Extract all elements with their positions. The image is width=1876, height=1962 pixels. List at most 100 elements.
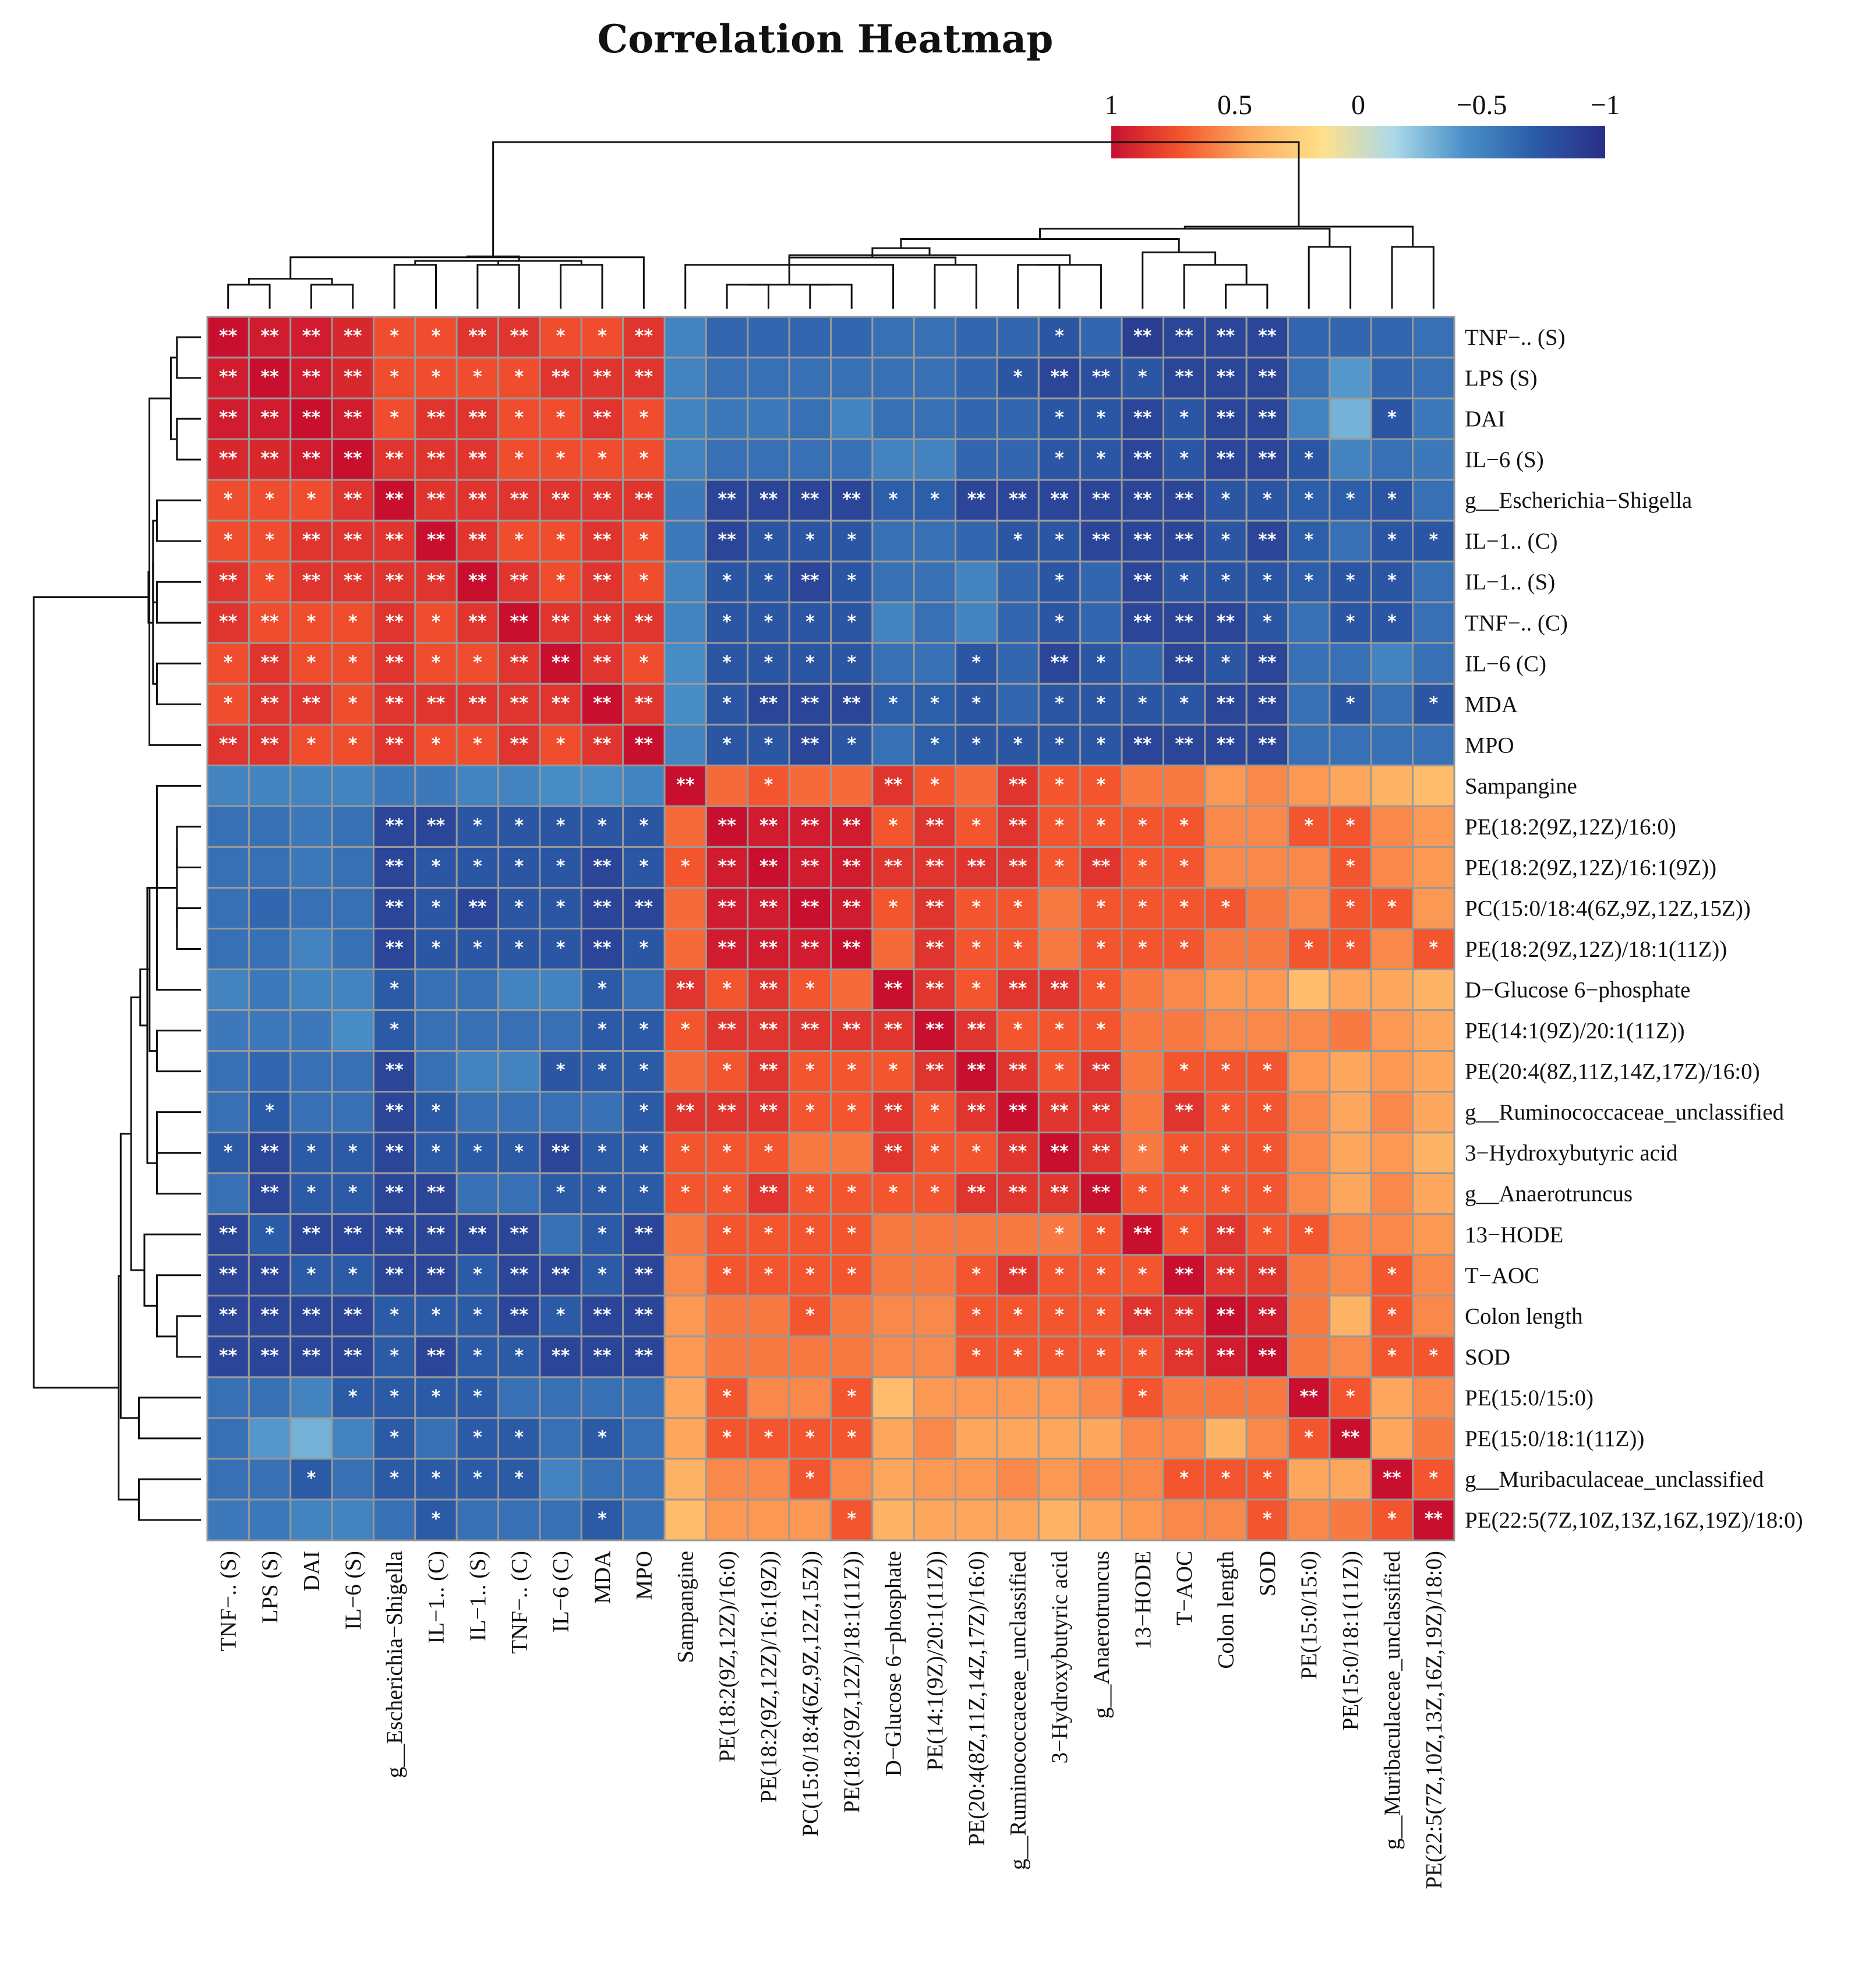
heatmap-cell [1204, 1009, 1248, 1052]
heatmap-cell [1204, 1376, 1248, 1419]
significance-marker: * [722, 571, 732, 591]
heatmap-cell [1370, 1132, 1414, 1175]
significance-marker: ** [925, 815, 944, 836]
significance-marker: * [348, 1264, 358, 1285]
significance-marker: ** [468, 1224, 487, 1244]
heatmap-cell [206, 1254, 250, 1297]
significance-marker: ** [842, 897, 861, 917]
significance-marker: * [1013, 530, 1023, 550]
significance-marker: * [1346, 571, 1355, 591]
significance-marker: * [1179, 408, 1189, 428]
significance-marker: ** [842, 815, 861, 836]
significance-marker: ** [344, 367, 362, 387]
heatmap-cell [1287, 846, 1331, 889]
row-dendrogram-link [176, 825, 201, 868]
significance-marker: * [556, 1305, 566, 1325]
heatmap-cell [996, 1376, 1040, 1419]
heatmap-cell [830, 1295, 874, 1338]
heatmap-cell [497, 397, 541, 440]
heatmap-cell [1121, 1498, 1164, 1542]
significance-marker: * [473, 1468, 482, 1489]
significance-marker: * [1138, 815, 1147, 836]
significance-marker: * [639, 1060, 648, 1081]
significance-marker: * [556, 938, 566, 959]
significance-marker: ** [385, 734, 404, 754]
heatmap-cell [331, 805, 375, 848]
significance-marker: * [764, 1142, 773, 1162]
heatmap-cell [1121, 1335, 1164, 1378]
significance-marker: * [764, 571, 773, 591]
heatmap-cell [1245, 1009, 1289, 1052]
heatmap-cell [1037, 438, 1082, 481]
significance-marker: ** [718, 489, 736, 510]
heatmap-cell [372, 723, 416, 766]
heatmap-cell [206, 764, 250, 807]
heatmap-cell [1245, 1417, 1289, 1460]
heatmap-cell [414, 519, 458, 563]
heatmap-cell [913, 1050, 957, 1093]
significance-marker: * [1263, 1509, 1272, 1529]
row-label: g__Anaerotruncus [1465, 1182, 1633, 1207]
heatmap-cell [1287, 1254, 1331, 1297]
significance-marker: * [598, 1427, 607, 1448]
heatmap-cell [331, 560, 375, 603]
heatmap-cell [913, 642, 957, 685]
heatmap-cell [1287, 886, 1331, 930]
heatmap-cell [622, 1376, 666, 1419]
significance-marker: ** [718, 1020, 736, 1040]
heatmap-cell [455, 683, 500, 726]
significance-marker: ** [302, 408, 321, 428]
significance-marker: ** [759, 979, 778, 999]
significance-marker: * [307, 734, 316, 754]
row-label: MPO [1465, 733, 1514, 758]
significance-marker: ** [635, 1346, 653, 1366]
row-label: DAI [1465, 406, 1505, 432]
significance-marker: ** [302, 693, 321, 713]
significance-marker: ** [801, 938, 819, 959]
heatmap-cell [414, 560, 458, 603]
heatmap-cell [955, 397, 998, 440]
significance-marker: ** [427, 1183, 446, 1203]
significance-marker: ** [344, 448, 362, 469]
significance-marker: ** [427, 1346, 446, 1366]
significance-marker: ** [1133, 1224, 1152, 1244]
significance-marker: ** [1092, 1183, 1111, 1203]
significance-marker: ** [759, 693, 778, 713]
heatmap-cell [1245, 1132, 1289, 1175]
heatmap-cell [248, 1050, 292, 1093]
heatmap-cell [705, 1009, 749, 1052]
significance-marker: * [556, 448, 566, 469]
significance-marker: ** [759, 1183, 778, 1203]
heatmap-cell [871, 683, 915, 726]
significance-marker: ** [510, 1305, 529, 1325]
row-label: LPS (S) [1465, 366, 1538, 391]
significance-marker: * [1387, 530, 1397, 550]
significance-marker: * [556, 815, 566, 836]
significance-marker: * [1221, 530, 1231, 550]
heatmap-cell [663, 356, 707, 400]
significance-marker: * [1055, 1346, 1064, 1366]
heatmap-cell [206, 438, 250, 481]
heatmap-cell [1079, 1376, 1123, 1419]
heatmap-cell [539, 764, 582, 807]
significance-marker: * [598, 1264, 607, 1285]
column-dendrogram [227, 141, 1435, 309]
heatmap-cell [996, 1254, 1040, 1297]
significance-marker: ** [1175, 530, 1193, 550]
heatmap-cell [331, 1417, 375, 1460]
significance-marker: * [847, 571, 856, 591]
significance-marker: ** [593, 856, 612, 876]
heatmap-cell [747, 438, 790, 481]
significance-marker: * [1055, 693, 1064, 713]
heatmap-cell [830, 356, 874, 400]
column-label: PE(15:0/18:1(11Z)) [1338, 1551, 1363, 1730]
significance-marker: ** [801, 856, 819, 876]
significance-marker: ** [1175, 1305, 1193, 1325]
significance-marker: * [764, 1224, 773, 1244]
row-label: D−Glucose 6−phosphate [1465, 978, 1690, 1003]
column-label: IL−6 (C) [549, 1551, 574, 1632]
significance-marker: * [639, 530, 648, 550]
heatmap-cell [622, 519, 666, 563]
significance-marker: ** [385, 897, 404, 917]
